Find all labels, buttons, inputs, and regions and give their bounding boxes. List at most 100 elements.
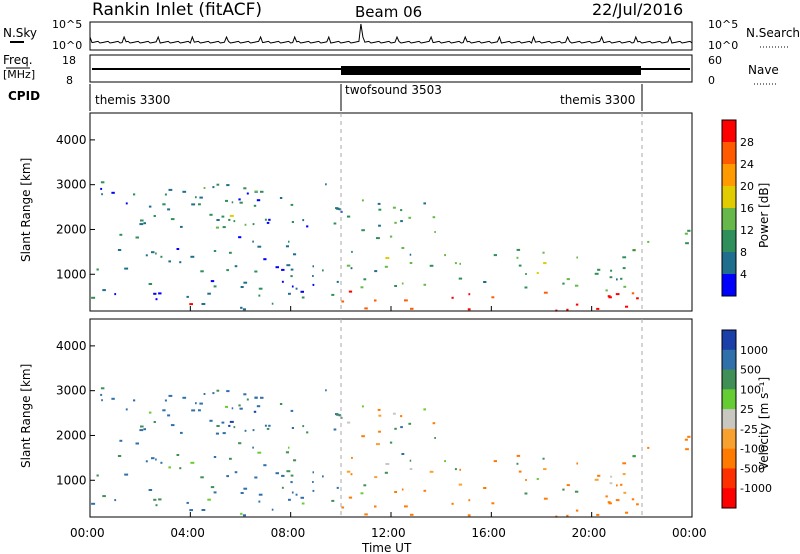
power-cell	[256, 199, 261, 202]
velocity-cell	[374, 476, 378, 479]
power-cell	[148, 205, 152, 208]
velocity-cell	[364, 513, 368, 516]
velocity-cell	[312, 489, 315, 492]
velocity-cell	[190, 461, 195, 464]
power-cell	[377, 202, 381, 205]
velocity-scatter	[91, 387, 691, 518]
power-cell	[312, 275, 314, 277]
power-cell	[207, 292, 211, 295]
velocity-cell	[151, 457, 155, 460]
velocity-colorbar-swatch	[722, 409, 736, 430]
velocity-cell	[401, 488, 404, 491]
velocity-cell	[221, 421, 225, 424]
velocity-cell	[291, 491, 294, 494]
velocity-cell	[213, 491, 217, 494]
velocity-cell	[133, 399, 136, 402]
velocity-cell	[341, 506, 345, 509]
power-colorbar-tick: 16	[740, 202, 754, 215]
power-cell	[124, 267, 129, 270]
y-tick-label: 2000	[56, 222, 87, 236]
velocity-cell	[102, 495, 106, 498]
velocity-cell	[400, 426, 403, 429]
power-cell	[213, 285, 217, 288]
velocity-cell	[260, 396, 264, 399]
x-tick-label: 08:00	[271, 526, 306, 540]
velocity-cell	[263, 464, 267, 467]
power-cell	[209, 213, 213, 216]
velocity-cell	[256, 405, 261, 408]
velocity-cell	[374, 505, 377, 508]
nsky-panel: N.Sky 10^5 10^0 10^5 10^0 N.Search	[3, 18, 800, 52]
velocity-cell	[685, 448, 689, 451]
velocity-cell	[684, 438, 688, 441]
velocity-cell	[302, 425, 305, 428]
velocity-cell	[392, 412, 396, 415]
power-cell	[516, 256, 519, 259]
power-cell	[290, 203, 294, 206]
velocity-cell	[281, 474, 285, 477]
velocity-cell	[252, 446, 254, 449]
x-tick-label: 16:00	[471, 526, 506, 540]
velocity-cell	[168, 394, 173, 397]
velocity-cell	[233, 426, 236, 429]
velocity-cell	[201, 509, 206, 511]
power-cell	[300, 290, 304, 293]
velocity-cell	[186, 501, 189, 504]
velocity-colorbar-swatch	[722, 468, 736, 489]
power-cell	[253, 204, 257, 207]
velocity-cell	[213, 456, 217, 458]
velocity-colorbar-label: Velocity [m s⁻¹]	[757, 377, 771, 470]
velocity-cell	[125, 408, 128, 411]
y-tick-label: 3000	[56, 178, 87, 192]
power-cell	[252, 223, 255, 226]
power-colorbar-swatch	[722, 120, 736, 143]
velocity-cell	[360, 492, 364, 495]
velocity-cell	[543, 468, 547, 471]
x-tick-label: 00:00	[70, 526, 105, 540]
velocity-cell	[140, 425, 144, 428]
power-cell	[213, 250, 217, 252]
power-cell	[610, 269, 613, 272]
velocity-cell	[231, 407, 234, 410]
velocity-cell	[423, 408, 426, 411]
velocity-cell	[454, 468, 457, 471]
velocity-cell	[200, 476, 204, 479]
velocity-cell	[258, 500, 261, 503]
velocity-cell	[336, 486, 339, 489]
power-cell	[198, 203, 201, 206]
power-cell	[176, 248, 180, 250]
velocity-cell	[385, 463, 390, 465]
power-cell	[409, 253, 412, 256]
power-cell	[351, 250, 353, 253]
velocity-cell	[153, 498, 157, 501]
power-cell	[615, 293, 620, 296]
velocity-cell	[594, 478, 599, 481]
velocity-cell	[378, 430, 381, 433]
velocity-cell	[199, 402, 203, 405]
power-cell	[155, 252, 157, 255]
power-ylabel: Slant Range [km]	[19, 158, 33, 262]
velocity-cell	[542, 457, 545, 460]
power-cell	[516, 248, 521, 251]
power-cell	[114, 293, 117, 296]
power-cell	[616, 278, 618, 281]
power-cell	[432, 216, 436, 219]
velocity-cell	[625, 511, 629, 514]
velocity-cell	[100, 393, 103, 396]
velocity-cell	[243, 487, 248, 490]
velocity-cell	[301, 502, 305, 505]
velocity-cell	[458, 483, 463, 486]
velocity-cell	[281, 486, 284, 489]
power-cell	[596, 307, 600, 310]
power-cell	[575, 303, 579, 306]
velocity-cell	[162, 409, 166, 412]
power-cell	[291, 221, 294, 223]
beam-label: Beam 06	[355, 3, 422, 21]
velocity-cell	[291, 427, 294, 429]
velocity-cell	[459, 468, 461, 471]
velocity-cell	[124, 473, 129, 476]
velocity-cell	[215, 432, 219, 435]
velocity-cell	[266, 427, 270, 430]
power-colorbar-swatch	[722, 252, 736, 275]
velocity-cell	[207, 498, 211, 501]
